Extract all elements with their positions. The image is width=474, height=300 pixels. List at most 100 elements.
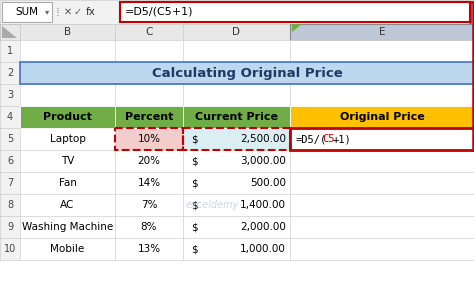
Text: $: $ (191, 134, 198, 144)
Bar (183, 216, 290, 238)
Bar (290, 24, 474, 40)
Text: AC: AC (60, 200, 75, 210)
Bar (120, 2, 470, 22)
Bar (183, 128, 290, 150)
Bar (183, 238, 290, 260)
Text: $: $ (191, 156, 198, 166)
Bar (0, 106, 474, 128)
Bar (20, 106, 115, 128)
Bar (290, 40, 474, 62)
Bar (20, 40, 115, 62)
Bar (290, 84, 474, 106)
Bar (0, 172, 474, 194)
Bar (115, 194, 183, 216)
Bar (290, 128, 474, 150)
Bar (183, 128, 290, 150)
Text: 4: 4 (7, 112, 13, 122)
Text: $: $ (191, 178, 198, 188)
Bar (20, 150, 115, 172)
Bar (115, 238, 183, 260)
Text: $: $ (191, 244, 198, 254)
Text: Fan: Fan (59, 178, 76, 188)
Bar (183, 194, 290, 216)
Bar (115, 106, 183, 128)
Bar (0, 24, 20, 40)
Bar (20, 150, 115, 172)
Text: D: D (233, 27, 240, 37)
Bar (115, 172, 183, 194)
Text: TV: TV (61, 156, 74, 166)
Text: =D5/(: =D5/( (296, 134, 327, 144)
Bar (0, 0, 474, 24)
Text: +1): +1) (332, 134, 351, 144)
Text: =D5/(C5+1): =D5/(C5+1) (125, 7, 193, 17)
Bar (120, 2, 470, 22)
Bar (0, 194, 20, 216)
Bar (115, 128, 183, 150)
Bar (115, 172, 183, 194)
Bar (0, 216, 20, 238)
Bar (20, 172, 115, 194)
Text: Percent: Percent (125, 112, 173, 122)
Bar (115, 216, 183, 238)
Bar (20, 62, 474, 84)
Text: Calculating Original Price: Calculating Original Price (152, 67, 342, 80)
Text: Product: Product (43, 112, 92, 122)
Bar (290, 216, 474, 238)
Text: 10: 10 (4, 244, 16, 254)
Bar (290, 216, 474, 238)
Bar (183, 106, 290, 128)
Text: ✕: ✕ (64, 7, 72, 17)
Bar (115, 150, 183, 172)
Bar (183, 194, 290, 216)
Text: fx: fx (86, 7, 96, 17)
Bar (115, 62, 183, 84)
Text: 8: 8 (7, 200, 13, 210)
Text: $: $ (191, 222, 198, 232)
Bar (0, 84, 20, 106)
Bar (115, 216, 183, 238)
Text: Current Price: Current Price (195, 112, 278, 122)
Bar (115, 150, 183, 172)
Bar (183, 106, 290, 128)
Bar (20, 238, 115, 260)
Bar (0, 238, 474, 260)
Bar (183, 24, 290, 40)
Bar (115, 24, 183, 40)
Bar (0, 84, 474, 106)
Bar (290, 62, 474, 84)
Text: 8%: 8% (141, 222, 157, 232)
Bar (20, 106, 115, 128)
Text: ⁞: ⁞ (56, 5, 60, 19)
Text: 7%: 7% (141, 200, 157, 210)
Bar (183, 150, 290, 172)
Bar (290, 150, 474, 172)
Text: 2,000.00: 2,000.00 (240, 222, 286, 232)
Text: ✓: ✓ (74, 7, 82, 17)
Bar (290, 128, 474, 150)
Bar (290, 238, 474, 260)
Text: 2,500.00: 2,500.00 (240, 134, 286, 144)
Bar (2, 2, 52, 22)
Text: 5: 5 (7, 134, 13, 144)
Bar (115, 128, 183, 150)
Text: 9: 9 (7, 222, 13, 232)
Bar (183, 84, 290, 106)
Text: Laptop: Laptop (50, 134, 85, 144)
Bar (290, 106, 474, 128)
Bar (20, 84, 115, 106)
Text: 6: 6 (7, 156, 13, 166)
Bar (0, 62, 20, 84)
Bar (0, 216, 474, 238)
Text: Mobile: Mobile (50, 244, 85, 254)
Bar (0, 40, 20, 62)
Bar (115, 194, 183, 216)
Text: 3: 3 (7, 90, 13, 100)
Bar (0, 106, 20, 128)
Text: C5: C5 (322, 134, 335, 144)
Bar (183, 238, 290, 260)
Bar (183, 40, 290, 62)
Bar (0, 238, 20, 260)
Bar (115, 40, 183, 62)
Bar (183, 172, 290, 194)
